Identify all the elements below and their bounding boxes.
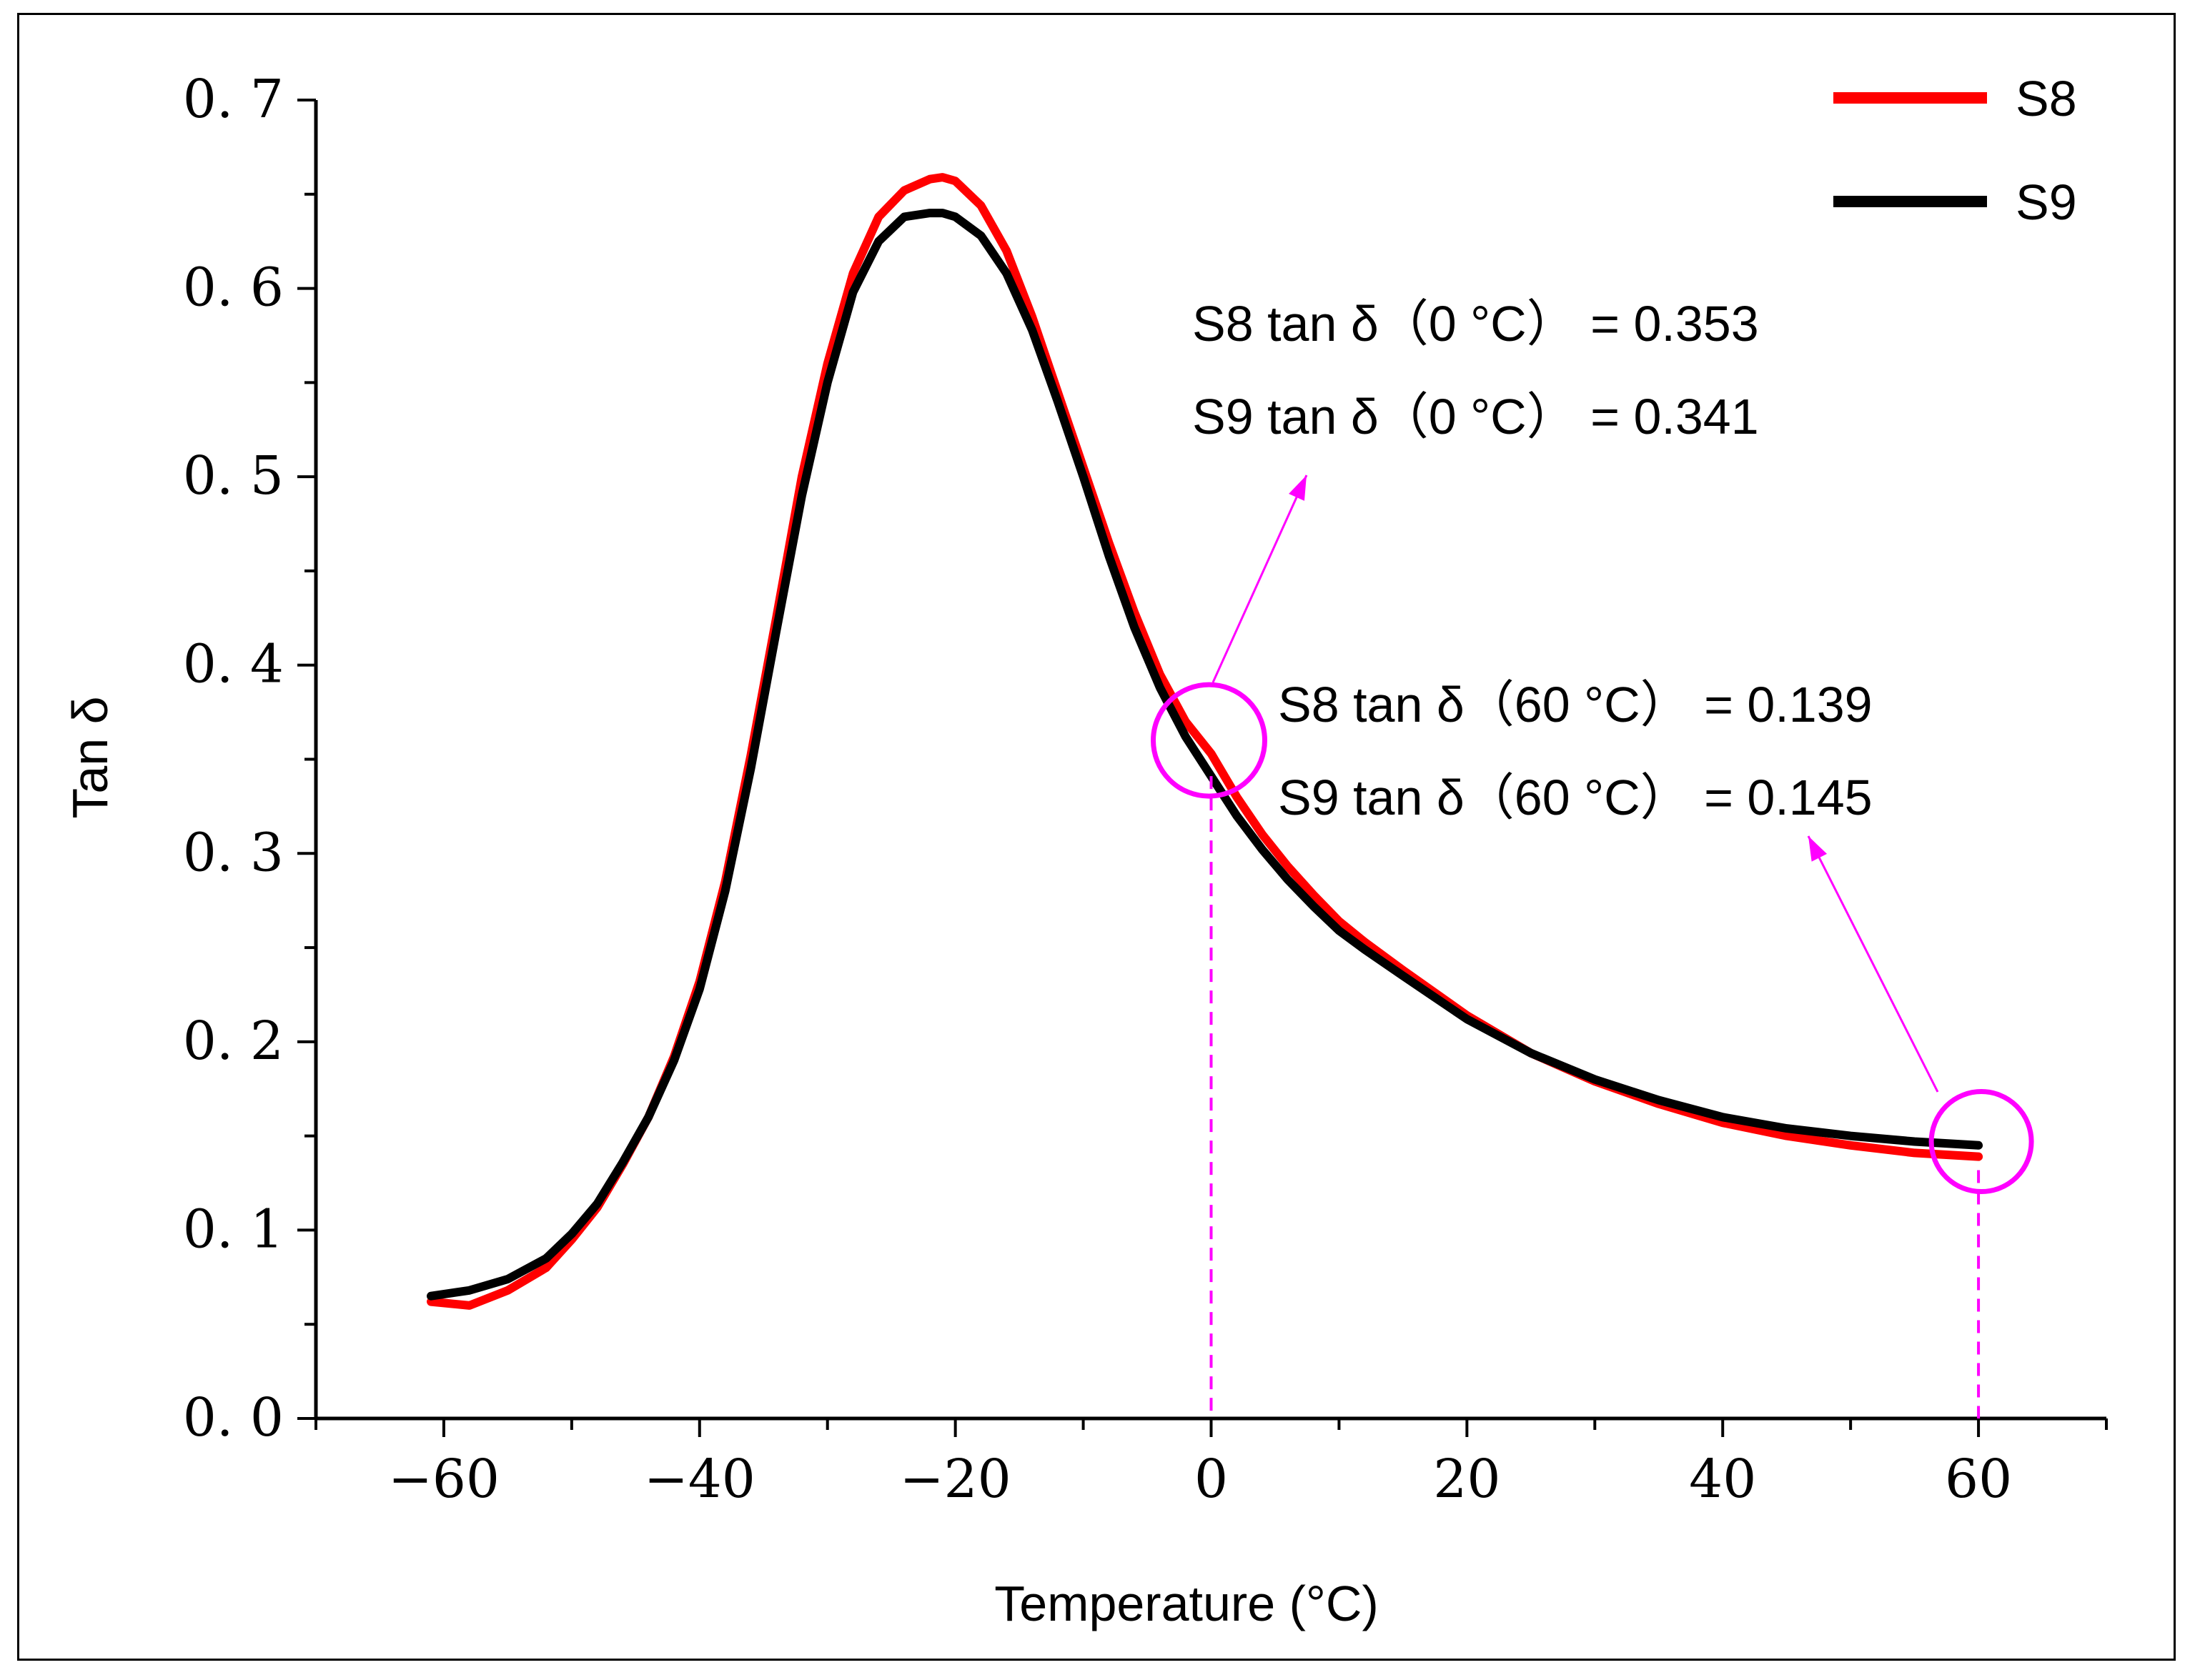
- y-tick-label: 0. 1: [183, 1198, 284, 1260]
- x-tick-label: −40: [644, 1448, 755, 1510]
- y-tick-label: 0. 3: [183, 822, 284, 883]
- figure-frame: [17, 13, 2176, 1661]
- y-axis-label: Tan δ: [62, 696, 118, 818]
- y-tick-label: 0. 5: [183, 445, 284, 507]
- annotation-s9-60c: S9 tan δ（60 °C） = 0.145: [1278, 770, 1873, 825]
- series-line-s9: [427, 209, 1983, 1301]
- arrow-60c-head: [1808, 836, 1828, 862]
- marker-circle-0c: [1151, 682, 1267, 799]
- annotation-layer: [1151, 474, 2034, 1418]
- annotation-s8-60c: S8 tan δ（60 °C） = 0.139: [1278, 677, 1873, 732]
- annotation-s9-0c: S9 tan δ（0 °C） = 0.341: [1192, 389, 1759, 444]
- axes: −60 −40 −20 0 20 40 60 0. 0 0. 1 0. 2 0. 3 0. 4 0. 5…: [183, 69, 2108, 1510]
- x-tick-label: 40: [1689, 1448, 1756, 1510]
- arrow-60c: [1807, 835, 1939, 1093]
- arrow-0c: [1212, 474, 1308, 683]
- y-tick-label: 0. 7: [183, 69, 284, 130]
- y-tick-label: 0. 6: [183, 257, 284, 319]
- y-tick-label: 0. 0: [183, 1387, 284, 1448]
- x-tick-label: 20: [1433, 1448, 1500, 1510]
- y-tick-label: 0. 4: [183, 634, 284, 695]
- legend: S8 S9: [1833, 71, 2077, 230]
- arrow-0c-head: [1289, 475, 1307, 501]
- legend-label-s9: S9: [2016, 174, 2077, 230]
- x-tick-label: −20: [900, 1448, 1011, 1510]
- legend-label-s8: S8: [2016, 71, 2077, 126]
- annotation-s8-0c: S8 tan δ（0 °C） = 0.353: [1192, 296, 1759, 352]
- x-tick-label: 60: [1945, 1448, 2012, 1510]
- marker-circle-60c: [1928, 1089, 2034, 1195]
- x-tick-label: −60: [388, 1448, 500, 1510]
- y-tick-label: 0. 2: [183, 1010, 284, 1072]
- x-tick-label: 0: [1194, 1448, 1228, 1510]
- series-layer: [427, 173, 1983, 1310]
- x-axis-label: Temperature (°C): [994, 1576, 1379, 1631]
